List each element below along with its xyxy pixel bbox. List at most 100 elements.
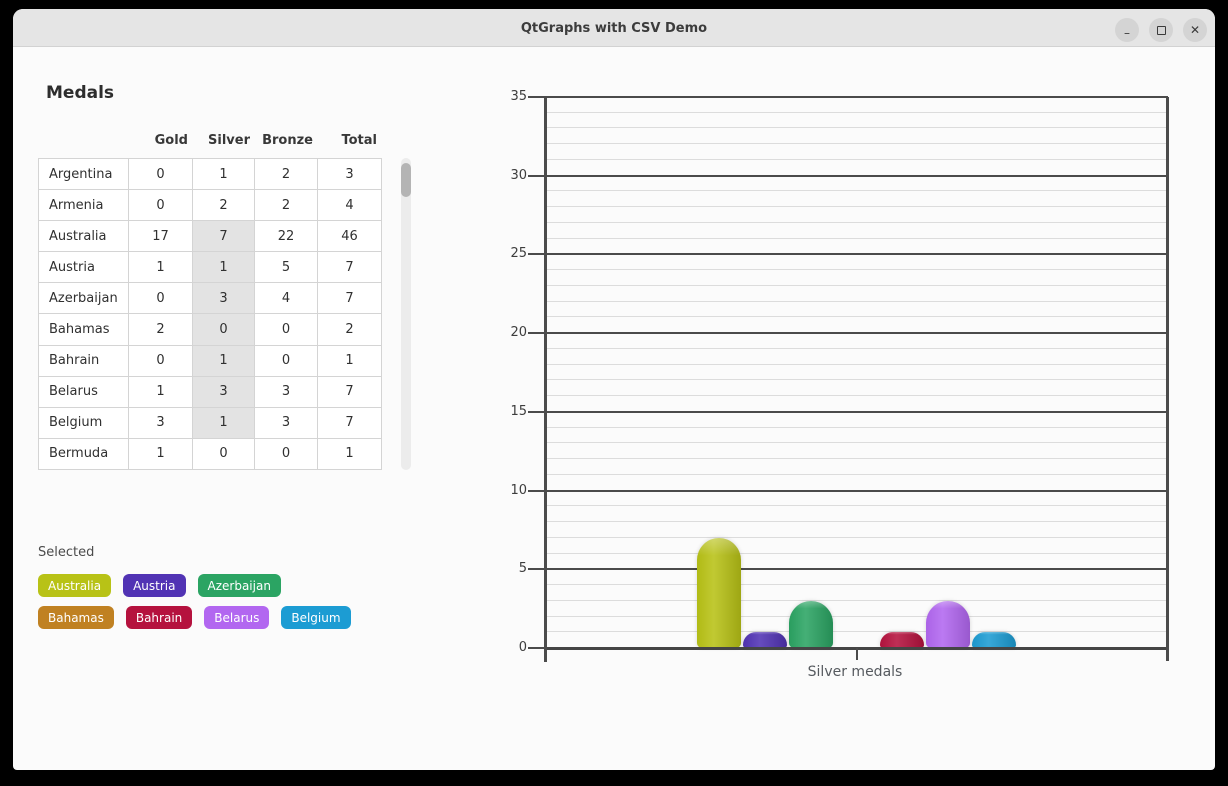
cell-silver[interactable]: 1 [193, 159, 255, 190]
gridline-minor [545, 395, 1168, 397]
gridline-minor [545, 127, 1168, 129]
cell-bronze[interactable]: 3 [255, 376, 318, 407]
cell-silver[interactable]: 1 [193, 252, 255, 283]
cell-country[interactable]: Belgium [39, 407, 129, 438]
table-row[interactable]: Austria 1 1 5 7 [39, 252, 382, 284]
chip-belarus[interactable]: Belarus [204, 606, 270, 629]
cell-total[interactable]: 1 [318, 345, 382, 376]
chip-austria[interactable]: Austria [123, 574, 186, 597]
cell-bronze[interactable]: 0 [255, 314, 318, 345]
minimize-button[interactable]: – [1115, 18, 1139, 42]
maximize-button[interactable] [1149, 18, 1173, 42]
table-row[interactable]: Argentina 0 1 2 3 [39, 159, 382, 191]
cell-country[interactable]: Belarus [39, 376, 129, 407]
cell-gold[interactable]: 3 [129, 407, 193, 438]
x-axis-tick [855, 648, 858, 660]
cell-country[interactable]: Austria [39, 252, 129, 283]
cell-bronze[interactable]: 2 [255, 159, 318, 190]
cell-silver[interactable]: 3 [193, 283, 255, 314]
table-scrollbar[interactable] [401, 158, 411, 470]
table-row[interactable]: Armenia 0 2 2 4 [39, 190, 382, 222]
cell-gold[interactable]: 1 [129, 438, 193, 469]
cell-bronze[interactable]: 5 [255, 252, 318, 283]
cell-total[interactable]: 4 [318, 190, 382, 221]
medals-table[interactable]: Argentina 0 1 2 3 Armenia 0 2 2 4 Australia 17 7 22 46… [38, 158, 382, 470]
table-row[interactable]: Bahamas 2 0 0 2 [39, 314, 382, 346]
bar-azerbaijan[interactable] [788, 600, 833, 648]
cell-silver[interactable]: 1 [193, 345, 255, 376]
cell-total[interactable]: 7 [318, 376, 382, 407]
cell-silver[interactable]: 0 [193, 438, 255, 469]
chip-australia[interactable]: Australia [38, 574, 112, 597]
maximize-icon [1156, 25, 1166, 35]
cell-bronze[interactable]: 22 [255, 221, 318, 252]
bar-belgium[interactable] [971, 632, 1016, 648]
gridline-minor [545, 206, 1168, 208]
cell-silver[interactable]: 0 [193, 314, 255, 345]
cell-silver[interactable]: 2 [193, 190, 255, 221]
cell-gold[interactable]: 1 [129, 376, 193, 407]
cell-total[interactable]: 7 [318, 283, 382, 314]
gridline-major [545, 96, 1168, 98]
chip-row: Bahamas Bahrain Belarus Belgium [38, 606, 351, 629]
table-row[interactable]: Bermuda 1 0 0 1 [39, 438, 382, 470]
table-row[interactable]: Australia 17 7 22 46 [39, 221, 382, 253]
bar-belarus[interactable] [926, 600, 970, 648]
chip-belgium[interactable]: Belgium [281, 606, 351, 629]
cell-country[interactable]: Bahrain [39, 345, 129, 376]
y-tick-mark [528, 647, 545, 649]
gridline-minor [545, 284, 1168, 286]
y-tick-mark [528, 410, 545, 413]
selected-label: Selected [38, 545, 95, 560]
cell-silver[interactable]: 3 [193, 376, 255, 407]
cell-gold[interactable]: 0 [129, 190, 193, 221]
gridline-major [545, 568, 1168, 571]
table-row[interactable]: Bahrain 0 1 0 1 [39, 345, 382, 377]
cell-total[interactable]: 1 [318, 438, 382, 469]
close-button[interactable]: ✕ [1183, 18, 1207, 42]
chip-azerbaijan[interactable]: Azerbaijan [197, 574, 281, 597]
bar-austria[interactable] [743, 632, 787, 648]
gridline-minor [545, 269, 1168, 271]
cell-silver[interactable]: 7 [193, 221, 255, 252]
cell-country[interactable]: Armenia [39, 190, 129, 221]
cell-total[interactable]: 7 [318, 407, 382, 438]
cell-bronze[interactable]: 0 [255, 345, 318, 376]
cell-gold[interactable]: 0 [129, 159, 193, 190]
cell-silver[interactable]: 1 [193, 407, 255, 438]
cell-total[interactable]: 7 [318, 252, 382, 283]
table-row[interactable]: Azerbaijan 0 3 4 7 [39, 283, 382, 315]
cell-country[interactable]: Australia [39, 221, 129, 252]
cell-bronze[interactable]: 0 [255, 438, 318, 469]
table-row[interactable]: Belarus 1 3 3 7 [39, 376, 382, 408]
cell-country[interactable]: Bermuda [39, 438, 129, 469]
gridline-major [545, 647, 1168, 650]
column-header-silver: Silver [208, 133, 250, 148]
cell-country[interactable]: Argentina [39, 159, 129, 190]
bar-australia[interactable] [697, 537, 742, 648]
cell-bronze[interactable]: 2 [255, 190, 318, 221]
cell-total[interactable]: 46 [318, 221, 382, 252]
gridline-minor [545, 473, 1168, 475]
chip-bahrain[interactable]: Bahrain [125, 606, 193, 629]
column-header-bronze: Bronze [262, 133, 313, 148]
gridline-minor [545, 237, 1168, 239]
gridline-minor [545, 599, 1168, 601]
cell-country[interactable]: Bahamas [39, 314, 129, 345]
cell-bronze[interactable]: 3 [255, 407, 318, 438]
cell-country[interactable]: Azerbaijan [39, 283, 129, 314]
cell-total[interactable]: 2 [318, 314, 382, 345]
cell-gold[interactable]: 0 [129, 345, 193, 376]
cell-total[interactable]: 3 [318, 159, 382, 190]
window-title: QtGraphs with CSV Demo [520, 20, 708, 36]
table-scrollbar-thumb[interactable] [401, 163, 411, 197]
table-row[interactable]: Belgium 3 1 3 7 [39, 407, 382, 439]
bar-bahrain[interactable] [880, 632, 925, 648]
cell-gold[interactable]: 1 [129, 252, 193, 283]
chip-bahamas[interactable]: Bahamas [38, 606, 114, 629]
cell-bronze[interactable]: 4 [255, 283, 318, 314]
y-tick-label: 0 [518, 640, 527, 655]
cell-gold[interactable]: 2 [129, 314, 193, 345]
cell-gold[interactable]: 17 [129, 221, 193, 252]
cell-gold[interactable]: 0 [129, 283, 193, 314]
